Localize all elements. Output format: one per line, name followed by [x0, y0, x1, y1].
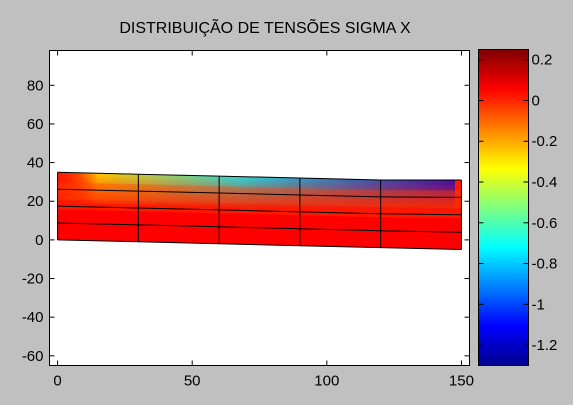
x-tick-label: 0 [53, 373, 61, 390]
x-tick-label: 100 [314, 373, 339, 390]
colorbar-tick-label: 0.2 [532, 52, 553, 69]
mesh-lines [57, 171, 462, 250]
y-tick-label: 0 [35, 232, 43, 249]
y-tick-label: 40 [27, 155, 44, 172]
colorbar-tick-label: -1.2 [532, 337, 558, 354]
mesh-row-line [57, 239, 462, 250]
mesh-row-line [57, 188, 462, 198]
plot-area [57, 171, 462, 250]
colorbar-tick-label: 0 [532, 92, 540, 109]
beam-lower-band [57, 199, 462, 250]
colorbar-tick-label: -0.2 [532, 133, 558, 150]
y-axis-ticks: 80 60 40 20 0 -20 -40 -60 [22, 77, 470, 365]
beam-compression-zone [57, 172, 462, 212]
colorbar-tick-label: -0.6 [532, 215, 558, 232]
x-axis-ticks: 0 50 100 150 [53, 50, 474, 390]
colorbar-tick-label: -1 [532, 296, 545, 313]
mesh-row-line [57, 205, 462, 216]
chart-title: DISTRIBUIÇÃO DE TENSÕES SIGMA X [119, 17, 411, 37]
y-tick-label: -60 [22, 348, 44, 365]
y-tick-label: 60 [27, 116, 44, 133]
mesh-row-line [57, 222, 462, 233]
mesh-row-line [57, 171, 462, 181]
x-tick-label: 150 [449, 373, 474, 390]
x-tick-label: 50 [184, 373, 201, 390]
colorbar-ticks: 0.2 0 -0.2 -0.4 -0.6 -0.8 -1 -1.2 [478, 52, 558, 354]
colorbar [478, 49, 529, 366]
y-tick-label: -40 [22, 309, 44, 326]
y-tick-label: 20 [27, 193, 44, 210]
y-tick-label: 80 [27, 77, 44, 94]
y-tick-label: -20 [22, 271, 44, 288]
colorbar-tick-label: -0.8 [532, 256, 558, 273]
colorbar-tick-label: -0.4 [532, 174, 558, 191]
